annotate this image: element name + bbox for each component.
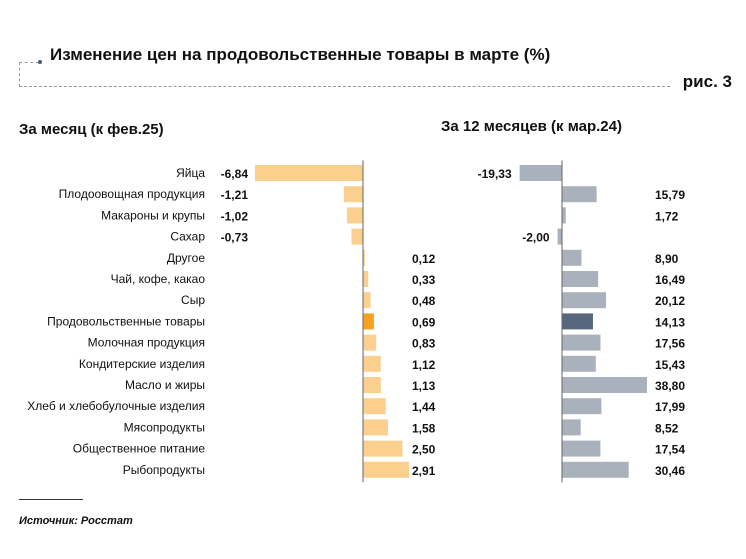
month-value-label: 2,91 [412,464,436,478]
category-label: Общественное питание [73,442,206,456]
year-value-label: 16,49 [655,273,685,287]
chart-title: Изменение цен на продовольственные товар… [50,45,551,64]
year-bar [562,377,647,393]
year-value-label: 38,80 [655,379,685,393]
month-bar [363,419,388,436]
month-value-label: -1,21 [221,188,249,202]
month-chart-title: За месяц (к фев.25) [19,121,164,138]
month-bar [346,207,363,224]
month-value-label: 0,69 [412,315,436,329]
category-label: Рыбопродукты [123,463,205,477]
category-label: Сахар [170,230,205,244]
year-bar [562,292,607,309]
category-label: Яйца [176,166,205,180]
month-bar [363,398,386,415]
month-value-label: -6,84 [221,167,249,181]
category-label: Макароны и крупы [101,208,205,222]
year-value-label: -19,33 [478,167,512,181]
year-bar [562,249,582,266]
category-label: Молочная продукция [88,336,205,350]
month-value-label: -0,73 [221,231,249,245]
category-label: Мясопродукты [124,420,205,434]
year-bar [562,313,593,330]
category-label: Другое [167,251,205,265]
month-value-label: -1,02 [221,209,249,223]
month-bar [343,186,363,203]
month-bar [363,271,369,287]
month-bar [363,292,371,309]
year-chart-title: За 12 месяцев (к мар.24) [441,118,622,135]
year-bar [519,165,562,181]
year-value-label: 8,90 [655,252,679,266]
month-bar [363,377,381,393]
decorative-dot [38,60,42,64]
year-bar [557,228,562,245]
category-label: Плодоовощная продукция [59,187,205,201]
year-value-label: 15,43 [655,358,685,372]
month-bar [363,461,409,478]
month-value-label: 1,13 [412,379,436,393]
year-value-label: 17,54 [655,443,685,457]
year-bar [562,334,601,351]
decorative-dotted-frame [19,62,670,87]
category-label: Хлеб и хлебобулочные изделия [27,399,205,413]
year-bar [562,186,597,203]
year-value-label: 15,79 [655,188,685,202]
month-value-label: 0,12 [412,252,436,266]
decorative-line [19,62,39,63]
month-value-label: 0,83 [412,337,436,351]
year-bar [562,419,581,436]
month-value-label: 0,33 [412,273,436,287]
category-label: Масло и жиры [125,378,205,392]
year-bar [562,440,601,457]
source-divider [19,499,83,500]
category-label: Сыр [181,293,205,307]
year-value-label: -2,00 [522,231,550,245]
year-bar [562,207,566,224]
month-bar [351,228,363,245]
year-value-label: 20,12 [655,294,685,308]
year-bar [562,271,599,287]
month-bar [363,334,377,351]
source-note: Источник: Росстат [19,515,133,527]
category-label: Кондитерские изделия [79,357,205,371]
year-value-label: 17,56 [655,337,685,351]
year-value-label: 30,46 [655,464,685,478]
figure-label: рис. 3 [682,72,732,91]
month-value-label: 1,58 [412,421,436,435]
month-bar [254,165,363,181]
month-bar [363,313,374,330]
year-value-label: 17,99 [655,400,685,414]
year-value-label: 8,52 [655,421,679,435]
month-value-label: 1,12 [412,358,436,372]
year-bar [562,398,602,415]
year-bar [562,461,629,478]
month-bar [363,355,381,372]
year-value-label: 14,13 [655,315,685,329]
month-value-label: 0,48 [412,294,436,308]
month-bar [363,440,403,457]
month-bar [363,249,365,266]
category-label: Продовольственные товары [47,314,205,328]
month-value-label: 2,50 [412,443,436,457]
year-bar [562,355,596,372]
year-value-label: 1,72 [655,209,679,223]
month-value-label: 1,44 [412,400,436,414]
category-label: Чай, кофе, какао [111,272,206,286]
